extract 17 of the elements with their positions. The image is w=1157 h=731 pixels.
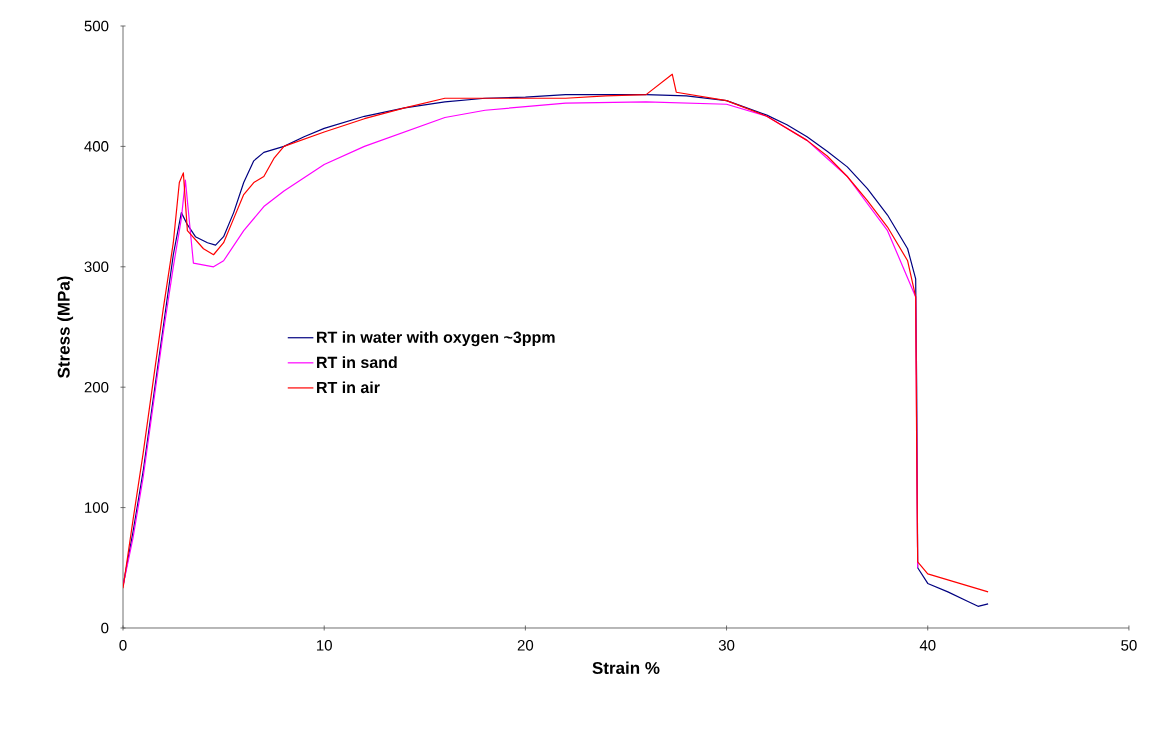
y-tick-label: 300: [84, 261, 109, 273]
y-tick-label: 400: [84, 141, 109, 152]
y-tick-label: 0: [101, 622, 109, 634]
y-axis-title: Stress (MPa): [57, 276, 74, 378]
x-tick-label: 10: [317, 640, 332, 651]
legend-label: RT in sand: [317, 356, 397, 369]
x-tick-label: 30: [718, 640, 735, 651]
x-tick-label: 20: [517, 640, 534, 651]
x-tick-label: 50: [1121, 640, 1137, 651]
x-tick-label: 0: [119, 640, 127, 651]
x-axis-title: Strain %: [592, 661, 660, 674]
y-tick-label: 500: [84, 20, 109, 32]
x-tick-label: 40: [919, 640, 936, 651]
y-tick-label: 200: [84, 381, 109, 393]
legend-label: RT in water with oxygen ~3ppm: [317, 331, 555, 347]
legend-label: RT in air: [317, 381, 380, 394]
y-tick-label: 100: [85, 502, 109, 513]
